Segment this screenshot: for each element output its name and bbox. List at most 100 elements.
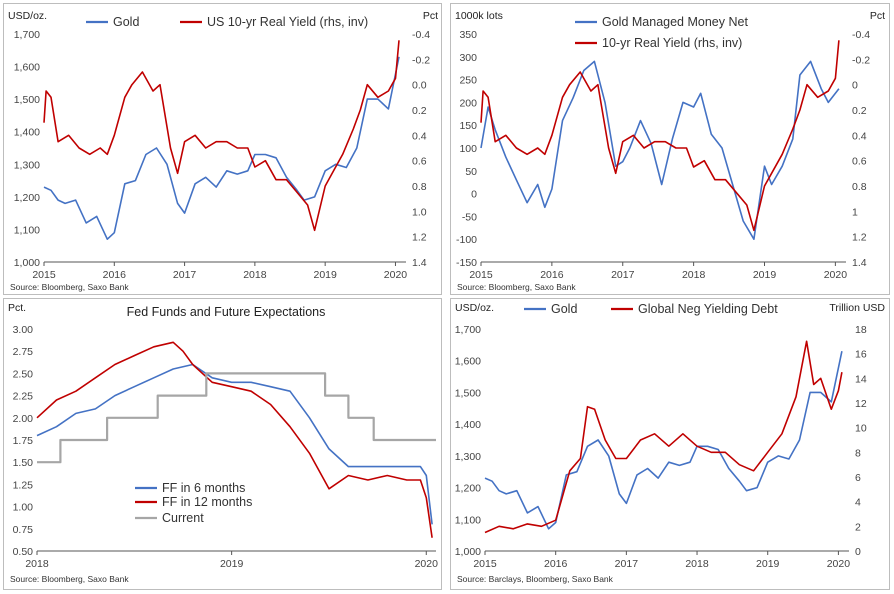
y-left-tick-label: 350 [459,29,477,41]
y-left-tick-label: 0.75 [13,524,34,536]
y-left-tick-label: 200 [459,97,477,109]
y-right-tick-label: -0.2 [412,54,430,66]
x-tick-label: 2017 [173,269,197,281]
y-left-tick-label: 1,600 [14,62,40,74]
chart-source: Source: Bloomberg, Saxo Bank [457,282,576,292]
y-left-tick-label: 250 [459,75,477,87]
series-line-current [37,372,436,464]
x-tick-label: 2018 [682,269,706,281]
y-right-tick-label: 6 [855,472,861,484]
y-right-tick-label: 0.8 [412,181,427,193]
y-right-tick-label: -0.4 [852,29,870,41]
chart-gold-vs-real-yield-svg: 2015 2016 2017 2018 2019 2020 1,000 1,100 1,200 1… [8,10,438,292]
y-left-tick-label: 50 [465,166,477,178]
y-left-tick-label: 1,000 [455,546,481,558]
x-tick-label: 2015 [32,269,56,281]
x-tick-label: 2015 [469,269,493,281]
legend-entry: 10-yr Real Yield (rhs, inv) [602,36,742,50]
y-right-tick-label: 0.2 [412,105,427,117]
y-left-tick-label: 1,600 [455,356,481,368]
y-left-unit-label: USD/oz. [455,302,494,314]
series-line-gold [43,56,400,240]
y-right-tick-label: 0.4 [852,130,867,142]
chart-fed-funds-expectations-svg: 2018 2019 2020 0.50 0.75 1.00 1.25 1.50 1.75 2.00… [8,302,439,584]
y-right-tick-label: 14 [855,373,867,385]
y-left-tick-label: 1,300 [455,451,481,463]
series-line-global-neg-yielding-debt [484,340,843,534]
chart-gold-vs-neg-yielding-debt-svg: 2015 2016 2017 2018 2019 20201,0001,1001,2001… [455,302,886,584]
x-tick-label: 2019 [756,558,780,570]
y-left-tick-label: 1,500 [14,94,40,106]
y-right-tick-label: 0 [852,80,858,92]
y-left-tick-label: 1,400 [455,419,481,431]
legend-entry: Gold [113,15,139,29]
chart-gold-vs-real-yield: 2015 2016 2017 2018 2019 2020 1,000 1,100 1,200 1… [3,3,442,295]
y-right-tick-label: 0.6 [412,156,427,168]
y-left-tick-label: 1,100 [14,224,40,236]
legend-entry: Global Neg Yielding Debt [638,302,778,316]
x-tick-label: 2017 [611,269,635,281]
y-left-tick-label: 300 [459,52,477,64]
x-tick-label: 2019 [753,269,777,281]
series-line-gold [484,351,843,530]
x-tick-label: 2018 [243,269,267,281]
y-right-tick-label: 0 [855,546,861,558]
y-left-tick-label: 1,500 [455,387,481,399]
y-right-tick-label: 1.4 [412,257,427,269]
y-left-tick-label: 1.00 [13,502,34,514]
chart-title: Fed Funds and Future Expectations [127,305,326,319]
series-line-ff-in-12-months [36,341,433,538]
y-right-tick-label: 1.0 [412,206,427,218]
y-left-tick-label: 2.00 [13,413,34,425]
legend-entry: Current [162,511,204,525]
chart-source: Source: Bloomberg, Saxo Bank [10,574,129,584]
y-left-tick-label: 1,700 [14,29,40,41]
y-right-tick-label: 0.0 [412,80,427,92]
x-tick-label: 2017 [615,558,639,570]
x-tick-label: 2018 [25,558,49,570]
y-right-tick-label: 1.4 [852,257,867,269]
y-right-tick-label: 2 [855,521,861,533]
y-right-tick-label: 1 [852,206,858,218]
y-left-tick-label: 150 [459,120,477,132]
legend-entry: FF in 6 months [162,481,245,495]
series-line-ff-in-6-months [36,363,433,525]
y-right-tick-label: 10 [855,423,867,435]
y-left-tick-label: 1.50 [13,457,34,469]
y-left-tick-label: 1,200 [14,192,40,204]
y-right-tick-label: 1.2 [852,232,867,244]
y-right-tick-label: 18 [855,324,867,336]
y-left-tick-label: 1.25 [13,479,34,491]
x-tick-label: 2020 [827,558,851,570]
y-left-unit-label: 1000k lots [455,10,503,22]
x-tick-label: 2020 [824,269,848,281]
chart-fed-funds-expectations: 2018 2019 2020 0.50 0.75 1.00 1.25 1.50 1.75 2.00… [3,298,442,590]
y-right-tick-label: 8 [855,447,861,459]
series-line-us-10-yr-real-yield-rhs-inv- [43,40,400,232]
y-left-tick-label: -50 [462,211,477,223]
y-left-tick-label: 2.50 [13,368,34,380]
series-line-gold-managed-money-net [480,60,840,240]
y-left-tick-label: 3.00 [13,324,34,336]
y-right-tick-label: 16 [855,349,867,361]
legend-entry: Gold [551,302,577,316]
chart-source: Source: Bloomberg, Saxo Bank [10,282,129,292]
x-tick-label: 2016 [103,269,127,281]
y-right-tick-label: -0.2 [852,54,870,66]
chart-managed-money-vs-real-yield-svg: 2015 2016 2017 2018 2019 2020-150-100-5005010… [455,10,885,292]
y-right-tick-label: 0.4 [412,130,427,142]
y-left-tick-label: -100 [456,234,477,246]
y-left-unit-label: USD/oz. [8,10,47,22]
y-right-tick-label: 1.2 [412,232,427,244]
y-left-tick-label: 100 [459,143,477,155]
x-tick-label: 2020 [415,558,439,570]
series-line-10-yr-real-yield-rhs-inv- [480,40,840,232]
y-left-tick-label: 1,400 [14,127,40,139]
y-left-tick-label: 1,300 [14,159,40,171]
chart-source: Source: Barclays, Bloomberg, Saxo Bank [457,574,614,584]
y-left-tick-label: 1,000 [14,257,40,269]
y-left-tick-label: 1,200 [455,483,481,495]
y-left-unit-label: Pct. [8,302,26,314]
chart-managed-money-vs-real-yield: 2015 2016 2017 2018 2019 2020 -150 -100 -50 0 50 10… [450,3,890,295]
y-right-tick-label: 0.2 [852,105,867,117]
